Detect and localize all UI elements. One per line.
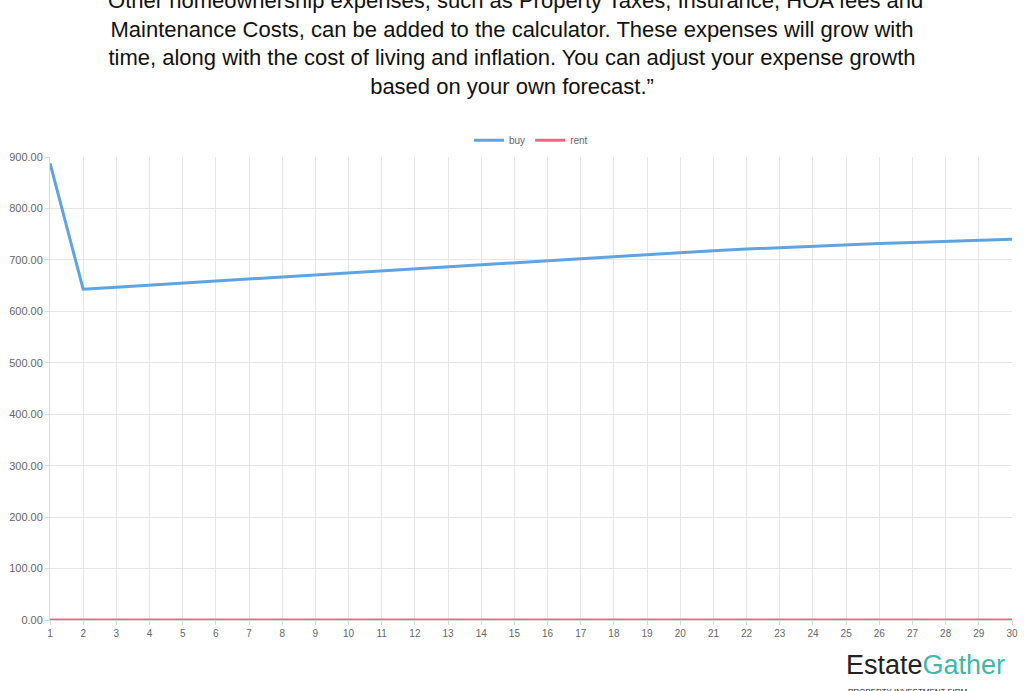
svg-text:15: 15: [509, 628, 521, 639]
svg-text:8: 8: [279, 628, 285, 639]
svg-text:17: 17: [575, 628, 587, 639]
svg-text:6: 6: [213, 628, 219, 639]
svg-text:26: 26: [874, 628, 886, 639]
svg-text:30: 30: [1006, 628, 1018, 639]
svg-text:2: 2: [80, 628, 86, 639]
svg-text:16: 16: [542, 628, 554, 639]
svg-text:300.00: 300.00: [9, 460, 43, 472]
svg-text:9: 9: [313, 628, 319, 639]
svg-text:5: 5: [180, 628, 186, 639]
svg-text:900.00: 900.00: [9, 151, 43, 163]
svg-text:800.00: 800.00: [9, 202, 43, 214]
svg-text:18: 18: [608, 628, 620, 639]
svg-text:10: 10: [343, 628, 355, 639]
svg-text:EstateGather: EstateGather: [846, 650, 1005, 680]
svg-text:20: 20: [675, 628, 687, 639]
svg-text:100.00: 100.00: [9, 562, 43, 574]
svg-text:11: 11: [377, 628, 388, 639]
svg-text:“Other homeownership expenses,: “Other homeownership expenses, such as P…: [101, 0, 924, 99]
svg-text:400.00: 400.00: [9, 408, 43, 420]
svg-text:200.00: 200.00: [9, 511, 43, 523]
svg-text:25: 25: [841, 628, 853, 639]
svg-text:600.00: 600.00: [9, 305, 43, 317]
svg-text:0.00: 0.00: [21, 614, 42, 626]
svg-text:700.00: 700.00: [9, 254, 43, 266]
svg-text:28: 28: [940, 628, 952, 639]
svg-text:29: 29: [973, 628, 985, 639]
svg-text:7: 7: [246, 628, 252, 639]
svg-text:21: 21: [708, 628, 720, 639]
svg-text:14: 14: [476, 628, 488, 639]
svg-text:buy: buy: [509, 135, 525, 146]
svg-text:22: 22: [741, 628, 753, 639]
svg-text:500.00: 500.00: [9, 357, 43, 369]
svg-text:24: 24: [807, 628, 819, 639]
svg-text:1: 1: [47, 628, 53, 639]
svg-text:4: 4: [147, 628, 153, 639]
svg-text:PROPERTY INVESTMENT FIRM: PROPERTY INVESTMENT FIRM: [848, 687, 967, 691]
svg-text:rent: rent: [570, 135, 587, 146]
svg-text:3: 3: [114, 628, 120, 639]
svg-text:27: 27: [907, 628, 919, 639]
svg-text:19: 19: [642, 628, 654, 639]
svg-text:12: 12: [409, 628, 421, 639]
svg-text:23: 23: [774, 628, 786, 639]
svg-text:13: 13: [443, 628, 455, 639]
